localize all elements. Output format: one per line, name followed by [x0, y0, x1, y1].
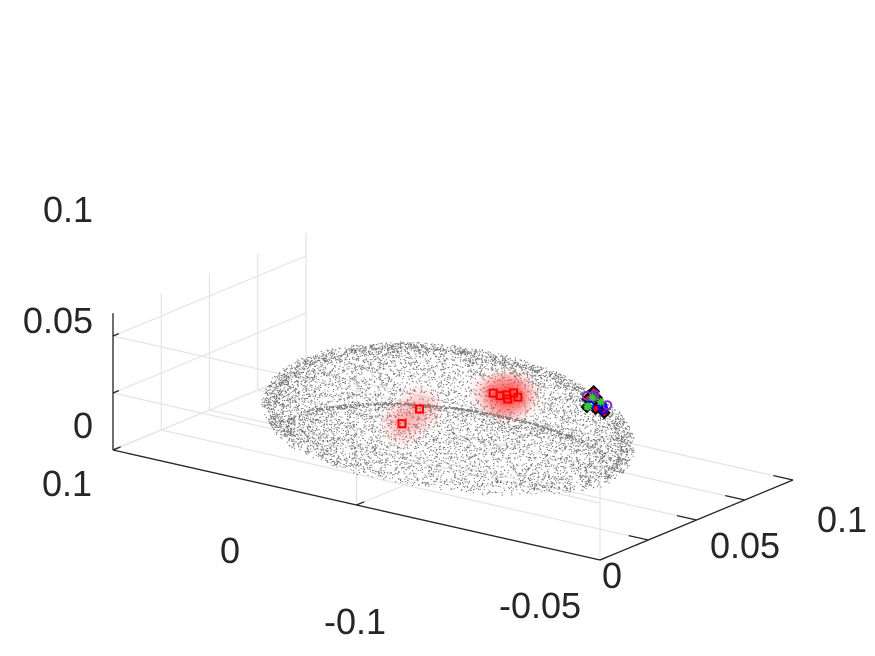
x-tick-mark: [773, 474, 794, 481]
source-marker-square: [503, 394, 513, 404]
y-tick-label: 0.1: [42, 463, 92, 504]
grid-line: [112, 255, 307, 337]
x-tick-mark: [628, 534, 649, 541]
y-tick-mark: [356, 501, 365, 506]
x-tick-label: 0.05: [710, 525, 780, 566]
y-tick-label: 0: [220, 530, 240, 571]
cortex-dots: [261, 341, 635, 496]
axis-lines: [112, 313, 794, 561]
grid-line: [112, 312, 307, 394]
z-tick-mark: [112, 332, 120, 337]
z-tick-mark: [112, 389, 120, 394]
y-tick-mark: [599, 556, 608, 561]
source-marker-star: [596, 397, 605, 406]
z-tick-mark: [112, 446, 120, 451]
x-tick-mark: [676, 514, 697, 521]
source-marker-star: [588, 393, 597, 402]
z-tick-label: 0: [73, 405, 93, 446]
source-marker-square: [414, 404, 424, 414]
source-marker-layer: [397, 384, 613, 429]
x-tick-label: 0.1: [817, 499, 867, 540]
axis-grid: [112, 233, 794, 561]
source-marker-square: [513, 392, 523, 402]
z-tick-label: 0.05: [23, 300, 93, 341]
grid-line: [112, 392, 601, 504]
cortex-point-cloud: [261, 341, 635, 496]
z-tick-label: 0.1: [43, 189, 93, 230]
source-marker-square: [397, 419, 407, 429]
source-marker-square: [488, 388, 498, 398]
x-tick-mark: [725, 494, 745, 501]
x-tick-label: 0: [602, 555, 622, 596]
source-marker-circle: [602, 400, 613, 411]
source-marker-star: [583, 402, 592, 411]
x-tick-label: -0.05: [499, 585, 581, 626]
y-tick-label: -0.1: [324, 601, 386, 642]
